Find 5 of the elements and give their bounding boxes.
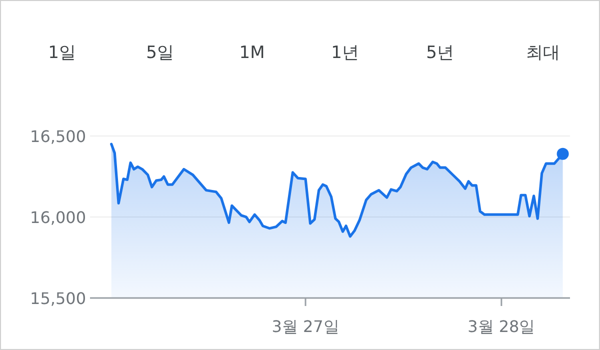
x-tick-label: 3월 27일 [272,317,340,336]
y-tick-label: 16,000 [30,208,86,227]
y-tick-label: 15,500 [30,289,86,308]
y-tick-label: 16,500 [30,127,86,146]
x-tick-label: 3월 28일 [468,317,536,336]
